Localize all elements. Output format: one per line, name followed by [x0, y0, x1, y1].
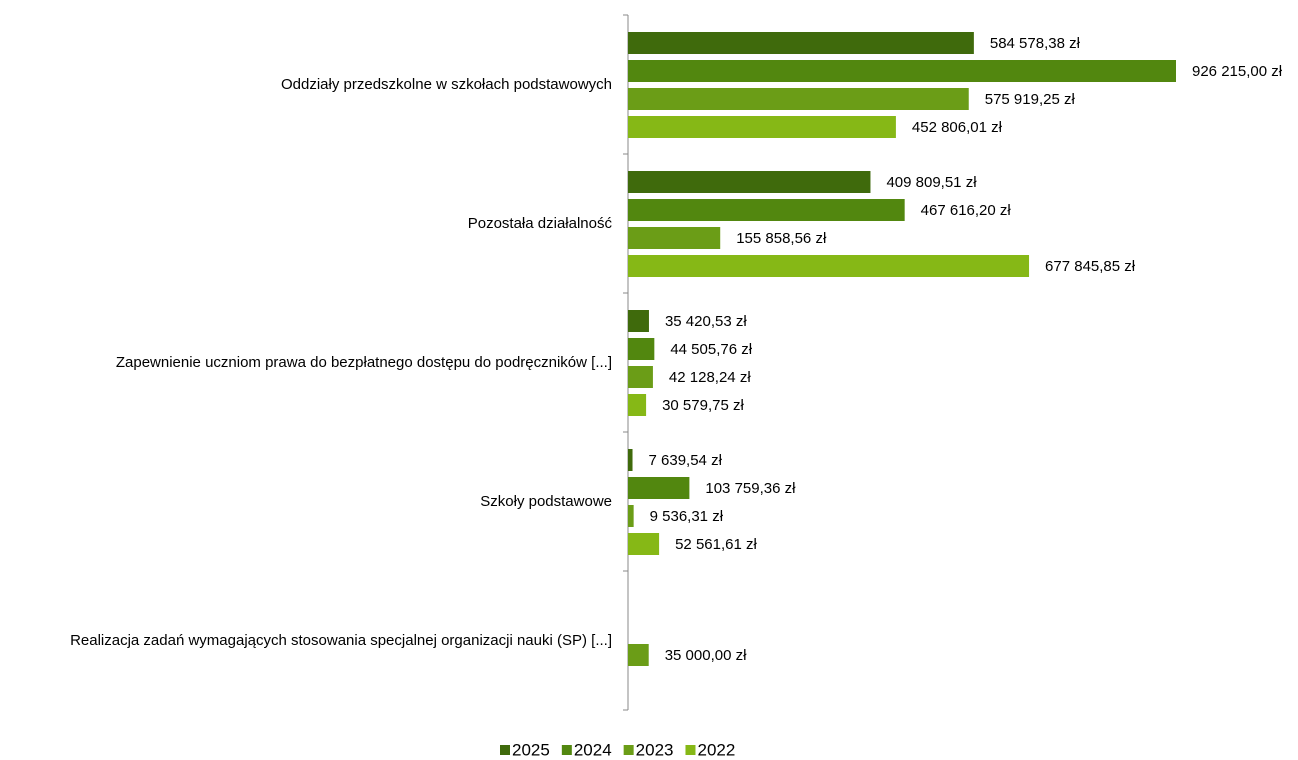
bar: [628, 60, 1176, 82]
category-label: Zapewnienie uczniom prawa do bezpłatnego…: [115, 353, 612, 371]
bar: [628, 88, 969, 110]
category-label: Oddziały przedszkolne w szkołach podstaw…: [281, 75, 612, 93]
legend-swatch: [500, 745, 510, 755]
value-label: 409 809,51 zł: [886, 174, 977, 191]
value-label: 7 639,54 zł: [649, 452, 723, 469]
legend-swatch: [561, 745, 572, 755]
value-label: 9 536,31 zł: [650, 508, 724, 525]
legend-label: 2022: [697, 740, 735, 759]
value-label: 35 420,53 zł: [665, 313, 747, 330]
legend-label: 2024: [574, 740, 612, 759]
bar: [628, 199, 905, 221]
bar: [628, 449, 633, 471]
legend-swatch: [685, 745, 696, 755]
bar: [628, 171, 871, 193]
category-label: Pozostała działalność: [467, 214, 612, 232]
value-label: 584 578,38 zł: [990, 35, 1081, 52]
value-label: 467 616,20 zł: [921, 202, 1012, 219]
bar: [628, 505, 634, 527]
legend-label: 2023: [636, 740, 674, 759]
value-label: 42 128,24 zł: [669, 369, 751, 386]
legend-label: 2025: [512, 740, 550, 759]
bar: [628, 338, 655, 360]
category-label: Realizacja zadań wymagających stosowania…: [70, 631, 612, 649]
bar: [628, 533, 660, 555]
value-label: 926 215,00 zł: [1192, 63, 1283, 80]
value-label: 44 505,76 zł: [670, 341, 752, 358]
value-label: 575 919,25 zł: [985, 91, 1076, 108]
bar: [628, 116, 896, 138]
bar: [628, 227, 721, 249]
value-label: 677 845,85 zł: [1045, 258, 1136, 275]
legend-swatch: [623, 745, 634, 755]
bar: [628, 310, 649, 332]
bar: [628, 394, 647, 416]
value-label: 52 561,61 zł: [675, 536, 757, 553]
bar: [628, 366, 653, 388]
bar: [628, 477, 690, 499]
bar: [628, 32, 974, 54]
value-label: 35 000,00 zł: [665, 647, 747, 664]
category-label: Szkoły podstawowe: [480, 492, 612, 510]
value-label: 452 806,01 zł: [912, 119, 1003, 136]
value-label: 103 759,36 zł: [705, 480, 796, 497]
value-label: 155 858,56 zł: [736, 230, 827, 247]
bar: [628, 644, 649, 666]
bar: [628, 255, 1030, 277]
value-label: 30 579,75 zł: [662, 397, 744, 414]
